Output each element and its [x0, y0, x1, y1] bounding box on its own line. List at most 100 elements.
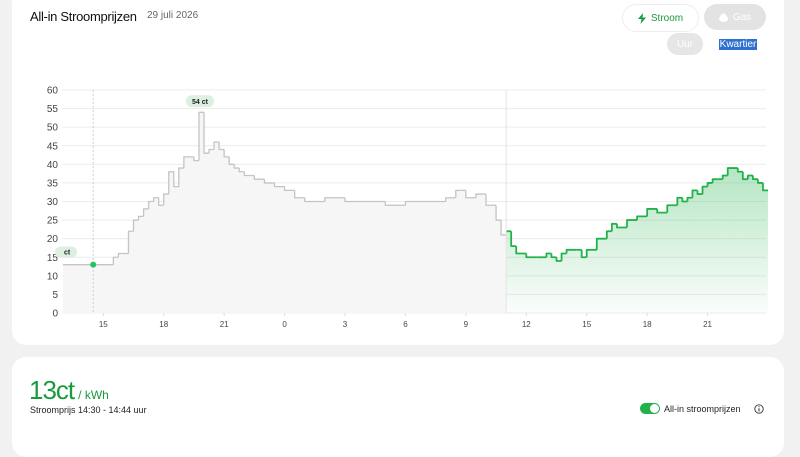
price-step — [525, 253, 537, 259]
now-label-bg — [55, 246, 77, 258]
toggle-label: All-in stroomprijzen — [664, 404, 741, 414]
area-step — [304, 201, 325, 313]
area-step — [178, 168, 184, 313]
price-step — [485, 194, 497, 206]
area-step — [682, 201, 688, 313]
area-step — [143, 208, 149, 313]
toggle-knob — [650, 404, 659, 413]
area-step — [727, 168, 738, 313]
price-step — [178, 167, 184, 187]
info-icon[interactable] — [754, 404, 764, 414]
area-step — [596, 238, 607, 313]
price-step — [193, 156, 199, 162]
y-tick-label: 35 — [47, 178, 59, 189]
price-step — [218, 142, 225, 151]
price-step — [701, 185, 708, 195]
area-step — [264, 182, 275, 313]
price-value: 13 — [29, 375, 57, 405]
price-step — [112, 256, 119, 265]
button-label: Uur — [676, 38, 694, 50]
x-tick-label: 21 — [220, 320, 229, 329]
price-step — [163, 193, 169, 206]
x-tick-label: 18 — [159, 320, 168, 329]
price-step — [610, 222, 617, 232]
area-step — [284, 190, 295, 313]
price-step — [293, 190, 305, 199]
y-tick-label: 60 — [47, 86, 59, 97]
price-step — [404, 200, 426, 206]
area-step — [274, 186, 285, 313]
price-step — [626, 219, 638, 228]
price-step — [515, 246, 527, 255]
price-step — [585, 248, 597, 258]
price-step — [137, 215, 144, 221]
kwartier-button[interactable]: Kwartier — [712, 33, 764, 55]
current-price: 13 ct / kWh — [29, 375, 109, 406]
price-step — [500, 220, 507, 236]
y-tick-label: 25 — [47, 216, 59, 227]
price-step — [127, 230, 134, 254]
price-step — [173, 171, 179, 188]
uur-button[interactable]: Uur — [667, 33, 703, 55]
area-step — [707, 182, 713, 313]
price-step — [666, 204, 678, 213]
stroom-button[interactable]: Stroom — [622, 4, 699, 32]
x-tick-label: 9 — [464, 320, 469, 329]
area-step — [128, 231, 134, 313]
price-step — [384, 201, 406, 206]
price-step — [550, 253, 557, 259]
area-step — [173, 186, 179, 313]
area-step — [496, 220, 502, 313]
area-step — [692, 190, 698, 313]
area-step — [158, 205, 164, 313]
price-step — [304, 197, 325, 203]
gas-button[interactable]: Gas — [704, 4, 766, 30]
price-step — [142, 208, 149, 217]
now-label: ct — [64, 250, 71, 257]
price-step — [233, 164, 240, 169]
price-step — [616, 223, 627, 229]
price-step — [555, 257, 562, 262]
area-step — [209, 149, 215, 313]
area-step — [737, 171, 743, 313]
area-step — [63, 264, 114, 313]
price-step — [475, 193, 486, 198]
button-label: Stroom — [650, 12, 684, 24]
area-step — [516, 253, 527, 313]
toggle[interactable] — [640, 403, 660, 414]
price-step — [726, 167, 738, 176]
price-step — [168, 171, 174, 195]
x-tick-label: 15 — [99, 320, 108, 329]
area-step — [616, 227, 627, 313]
price-step — [495, 205, 502, 221]
price-step — [736, 168, 743, 173]
area-step — [551, 257, 557, 313]
page: {"header": {"title": "All-in Stroomprijz… — [12, 0, 784, 457]
price-step — [510, 231, 517, 247]
area-step — [365, 201, 386, 313]
price-step — [721, 174, 728, 180]
price-step — [595, 237, 607, 250]
price-step — [238, 168, 245, 173]
area-step — [425, 201, 446, 313]
area-step — [637, 216, 648, 313]
price-step — [676, 196, 683, 206]
price-step — [646, 208, 658, 217]
area-step — [118, 253, 129, 313]
area-step — [752, 179, 758, 313]
area-step — [475, 194, 486, 313]
x-tick-label: 18 — [643, 320, 652, 329]
bolt-icon — [637, 12, 646, 24]
price-step — [455, 189, 466, 198]
area-step — [667, 205, 678, 313]
area-step — [566, 249, 577, 313]
area-step — [455, 190, 466, 313]
y-tick-label: 15 — [47, 253, 59, 264]
price-step — [560, 252, 567, 261]
area-step — [762, 190, 768, 313]
price-period: Stroomprijs 14:30 - 14:44 uur — [30, 405, 147, 415]
y-tick-label: 55 — [47, 104, 59, 115]
area-step — [148, 201, 154, 313]
price-step — [636, 215, 648, 221]
now-dot — [90, 261, 97, 268]
